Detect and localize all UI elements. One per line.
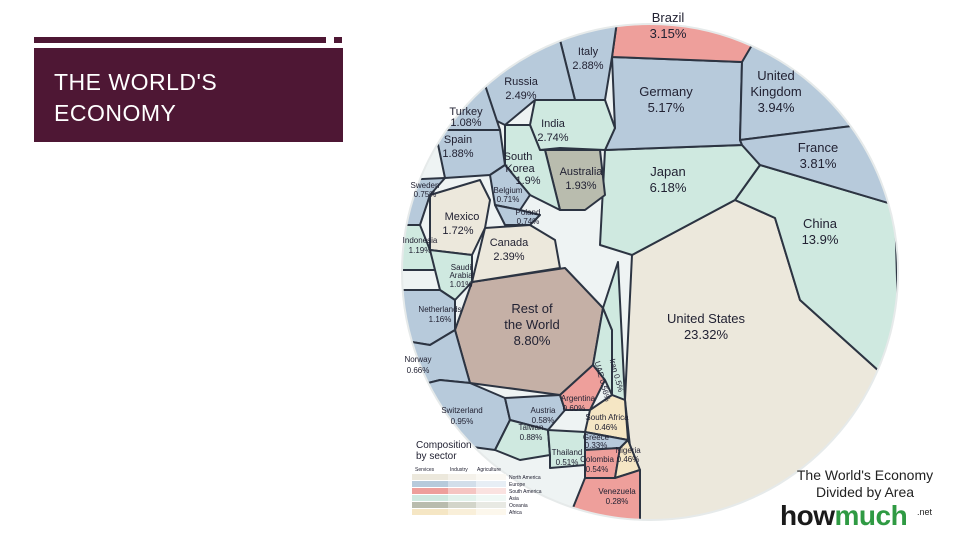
label-mexico: Mexico 1.72%: [442, 211, 479, 237]
label-poland: Poland 0.74%: [516, 208, 541, 226]
label-turkey: Turkey 1.08%: [449, 106, 483, 129]
label-venezuela: Venezuela 0.28%: [598, 487, 636, 506]
cell-saudi-arabia: [429, 249, 473, 301]
label-norway: Norway 0.66%: [404, 355, 431, 375]
label-netherlands: Netherlands 1.16%: [418, 305, 461, 324]
label-rest-of-world: Rest of the World 8.80%: [504, 301, 559, 348]
label-australia: Australia 1.93%: [560, 166, 604, 192]
label-taiwan: Taiwan 0.88%: [519, 423, 544, 442]
label-uk: United Kingdom 3.94%: [750, 68, 801, 115]
label-south-africa: South Africa 0.46%: [585, 413, 629, 432]
label-canada: Canada 2.39%: [490, 237, 529, 263]
legend-title: Composition by sector: [416, 440, 472, 462]
label-sweden: Sweden 0.75%: [411, 181, 440, 199]
label-south-korea: South Korea 1.9%: [504, 151, 541, 187]
label-austria: Austria 0.58%: [531, 406, 556, 425]
svg-text:Europe: Europe: [509, 482, 525, 488]
label-belgium: Belgium 0.71%: [494, 186, 523, 204]
title-box: THE WORLD'S ECONOMY: [34, 48, 343, 142]
diagram-credit: The World's Economy Divided by Area: [796, 467, 934, 500]
svg-text:North America: North America: [509, 475, 541, 481]
cell-taiwan: [494, 419, 551, 461]
label-colombia: Colombia 0.54%: [580, 455, 614, 474]
label-argentina: Argentina 0.60%: [561, 394, 596, 413]
svg-text:South America: South America: [509, 489, 542, 495]
label-brazil: Brazil 3.15%: [650, 10, 687, 41]
cell-south-africa: [584, 394, 629, 441]
legend-col-services: Services: [415, 467, 435, 473]
label-greece: Greece 0.33%: [583, 433, 610, 450]
cell-venezuela: [559, 469, 641, 520]
legend-col-industry: Industry: [450, 467, 468, 473]
label-japan: Japan 6.18%: [650, 164, 687, 195]
label-germany: Germany 5.17%: [639, 84, 693, 115]
label-nigeria: Nigeria 0.46%: [615, 446, 641, 464]
label-switzerland: Switzerland 0.95%: [441, 406, 482, 426]
title-rule-dot: [334, 37, 342, 43]
slide-title: THE WORLD'S ECONOMY: [54, 69, 218, 126]
label-france: France 3.81%: [798, 140, 838, 171]
label-india: India 2.74%: [537, 118, 568, 144]
svg-text:Asia: Asia: [509, 496, 519, 502]
cell-belgium: [489, 164, 531, 211]
country-labels: United States 23.32% China 13.9% Rest of th…: [403, 10, 839, 506]
cell-argentina: [559, 364, 606, 411]
legend-col-agriculture: Agriculture: [477, 467, 501, 473]
svg-text:Africa: Africa: [509, 510, 522, 516]
cell-poland: [494, 204, 541, 226]
label-thailand: Thailand 0.51%: [552, 448, 583, 467]
label-russia: Russia 2.49%: [504, 76, 539, 102]
title-rule: [34, 37, 326, 43]
howmuch-logo: howmuch: [780, 500, 908, 531]
label-united-states: United States 23.32%: [667, 311, 746, 342]
label-china: China 13.9%: [802, 216, 839, 247]
label-spain: Spain 1.88%: [442, 134, 473, 160]
cell-thailand: [547, 429, 586, 469]
howmuch-logo-tld: .net: [917, 507, 933, 517]
sector-legend: Composition by sector Services Industry A…: [412, 440, 542, 516]
cell-austria: [504, 394, 566, 431]
svg-text:Oceania: Oceania: [509, 503, 528, 509]
label-saudi-arabia: Saudi Arabia 1.01%: [449, 263, 473, 289]
label-italy: Italy 2.88%: [572, 46, 603, 72]
label-indonesia: Indonesia 1.19%: [403, 236, 438, 255]
